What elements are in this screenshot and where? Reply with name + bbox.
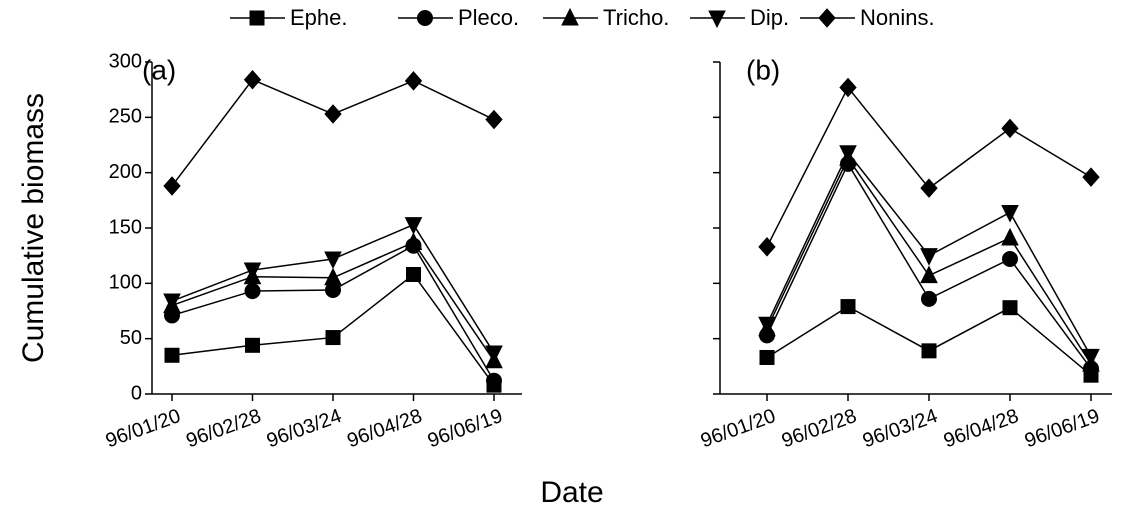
legend-marker [561,7,579,26]
x-tick-label: 96/04/28 [941,405,1022,452]
data-point [163,293,181,312]
legend-label: Dip. [750,5,789,30]
data-point [1001,205,1019,223]
x-tick-label: 96/06/19 [425,405,506,452]
data-point [921,290,937,307]
legend-label: Ephe. [290,5,348,30]
data-point [1001,118,1019,139]
data-point [1082,167,1100,187]
data-point [839,145,857,163]
data-point [245,337,260,353]
data-point [758,316,776,335]
data-point [243,262,262,281]
y-tick-label: 250 [109,106,142,128]
data-point [920,178,938,198]
data-point [1002,300,1018,316]
data-point [164,347,180,363]
data-point [1002,250,1018,267]
data-point [325,330,341,346]
data-point [404,217,423,235]
data-point [324,267,342,286]
y-tick-label: 300 [109,50,142,72]
data-point [759,349,775,365]
series-line [766,305,1092,376]
data-point [163,176,181,196]
y-axis-label: Cumulative biomass [17,93,50,363]
data-point [839,77,857,98]
legend-label: Tricho. [603,5,669,30]
data-point [243,69,262,90]
x-tick-label: 96/02/28 [779,405,860,452]
panel-label: (b) [746,54,780,85]
data-point [244,283,261,300]
x-tick-label: 96/06/19 [1022,405,1103,452]
x-tick-label: 96/04/28 [344,405,425,452]
panel-label: (a) [142,54,176,85]
data-point [921,343,937,359]
data-point [324,104,342,124]
y-tick-label: 150 [109,216,142,238]
data-point [840,299,856,315]
data-point [920,265,938,284]
legend-label: Pleco. [458,5,519,30]
x-tick-label: 96/03/24 [264,405,345,452]
series-line [171,78,495,187]
data-point [406,266,421,282]
data-point [920,248,938,266]
x-tick-label: 96/01/20 [698,405,779,452]
data-point [404,232,423,250]
data-point [758,237,776,257]
data-point [485,109,503,130]
legend-marker [818,8,836,28]
legend-marker [249,10,265,26]
data-point [1082,348,1100,367]
data-point [1001,227,1019,246]
x-tick-label: 96/03/24 [860,405,941,452]
data-point [485,345,503,364]
legend-marker [708,10,726,29]
x-axis-label: Date [540,476,603,509]
y-tick-label: 100 [109,272,142,294]
x-tick-label: 96/01/20 [103,405,184,452]
data-point [324,251,342,270]
data-point [404,71,423,91]
y-tick-label: 0 [131,382,142,404]
legend-label: Nonins. [860,5,935,30]
x-tick-label: 96/02/28 [183,405,264,452]
y-tick-label: 200 [109,161,142,183]
legend-marker [417,10,433,26]
y-tick-label: 50 [120,327,142,349]
data-point [486,372,502,389]
